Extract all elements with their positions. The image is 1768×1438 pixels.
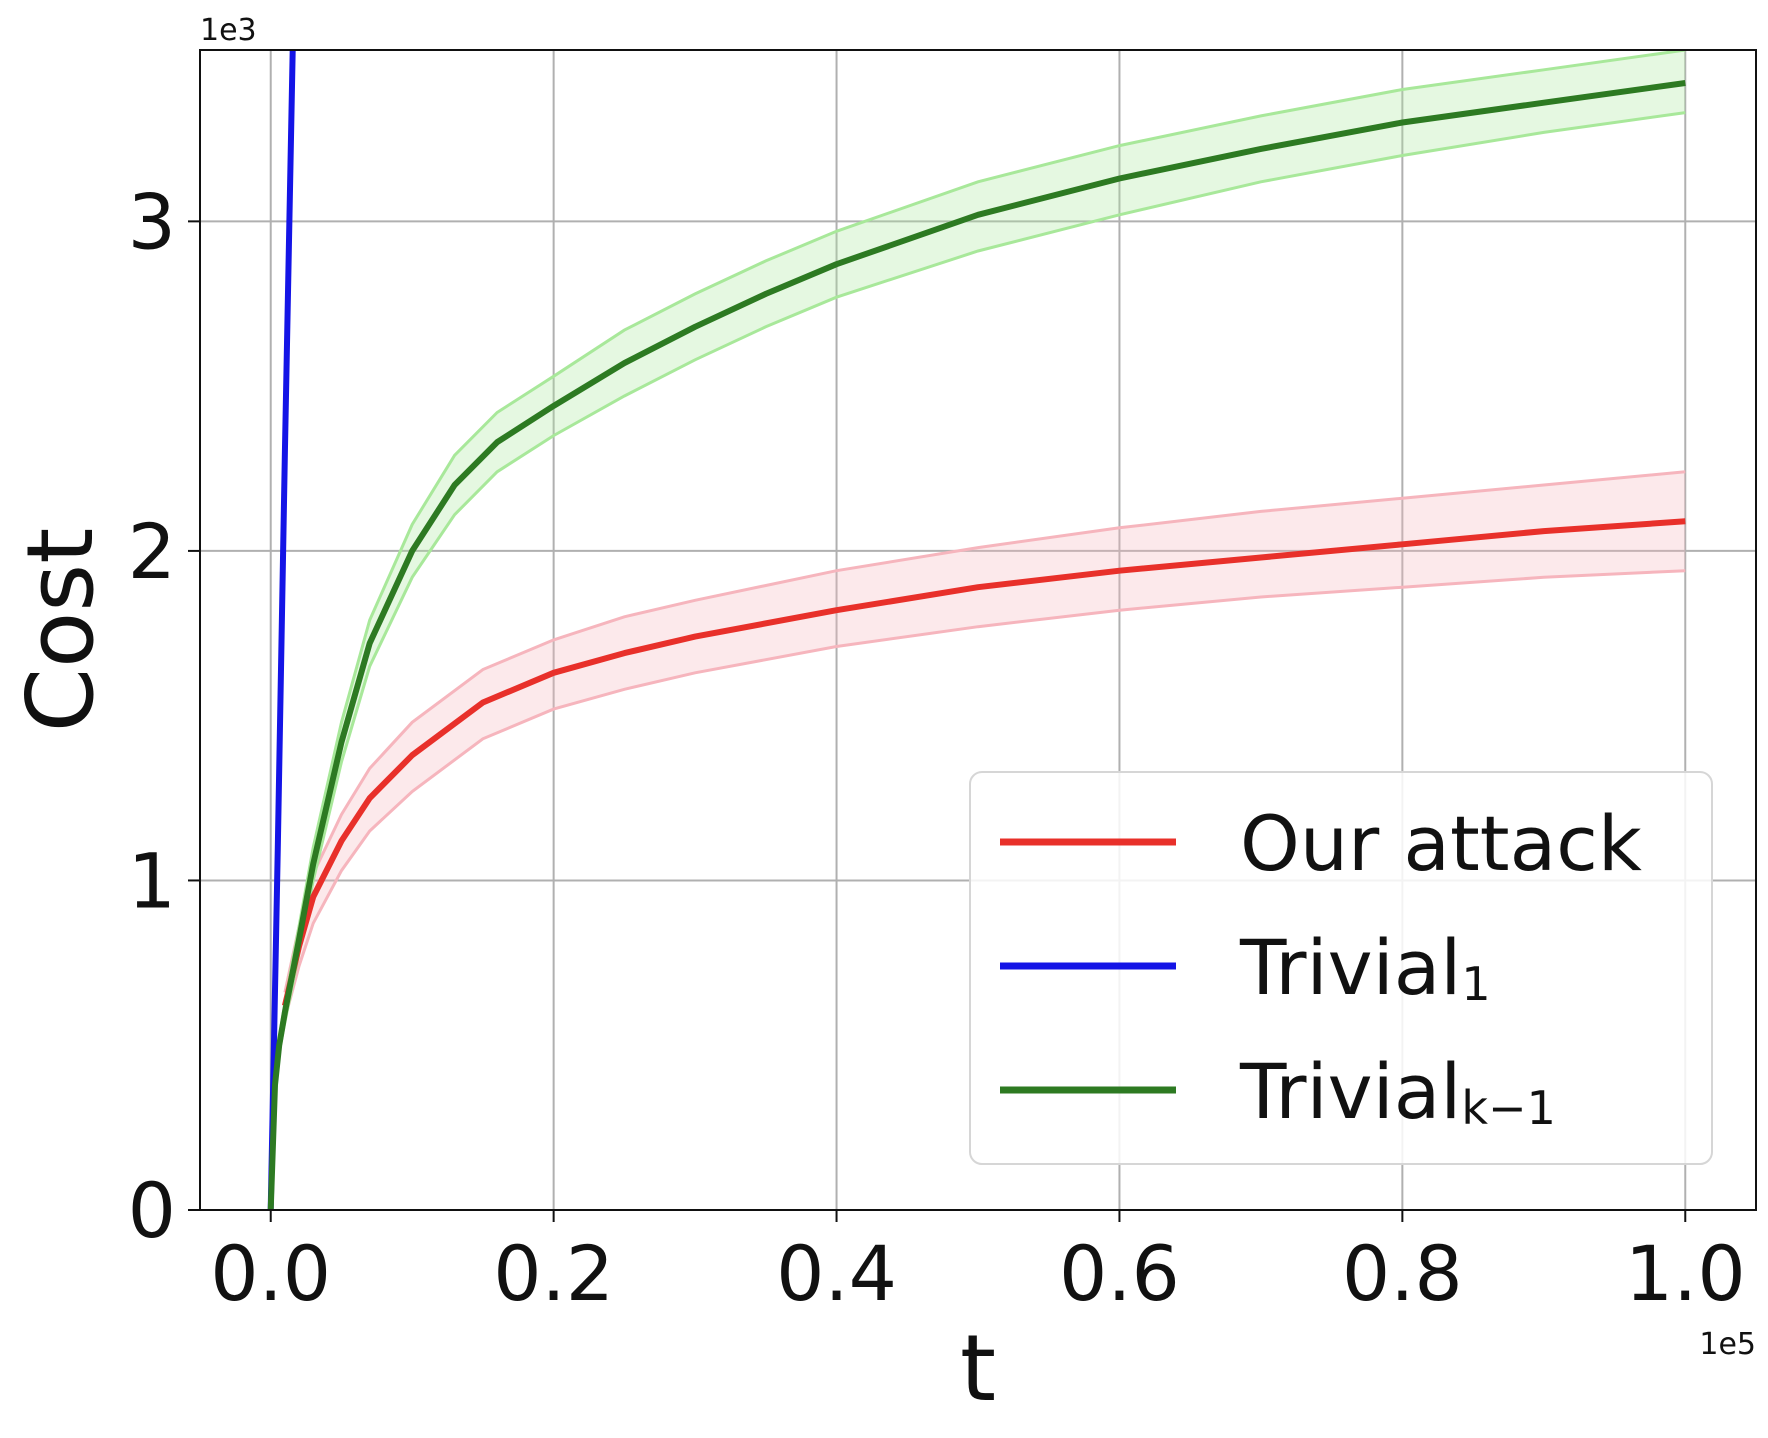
x-ticks: 0.0 0.2 0.4 0.6 0.8 1.0 (210, 1210, 1746, 1318)
legend-label: Trivial1 (1239, 923, 1491, 1012)
legend-label: Our attack (1240, 799, 1642, 888)
x-tick-label: 0.0 (210, 1229, 331, 1318)
series-line-our-attack (281, 518, 1686, 1007)
legend-entry-trivial1: Trivial1 (1000, 923, 1491, 1012)
y-tick-label: 3 (128, 177, 176, 266)
legend-label: Trivialk−1 (1239, 1047, 1556, 1136)
x-axis-label: t (960, 1315, 996, 1422)
y-tick-label: 0 (128, 1166, 176, 1255)
band-upper-our-attack (283, 470, 1686, 993)
legend: Our attack Trivial1 Trivialk−1 (969, 771, 1713, 1165)
x-offset-text: 1e5 (1699, 1327, 1756, 1362)
x-tick-label: 0.8 (1342, 1229, 1463, 1318)
band-trivialk-1 (270, 50, 1686, 1210)
legend-box (969, 771, 1713, 1165)
x-tick-label: 0.6 (1059, 1229, 1180, 1318)
x-tick-label: 1.0 (1625, 1229, 1746, 1318)
legend-entry-trivialk-1: Trivialk−1 (1000, 1047, 1556, 1136)
legend-entry-our-attack: Our attack (1000, 799, 1642, 888)
y-tick-label: 1 (128, 836, 176, 925)
x-tick-label: 0.2 (493, 1229, 614, 1318)
series-line-trivial1 (267, 50, 296, 1210)
y-axis-label: Cost (7, 528, 114, 733)
band-our-attack (284, 471, 1686, 1019)
x-tick-label: 0.4 (776, 1229, 897, 1318)
series-line-trivialk-1 (267, 80, 1686, 1210)
band-lower-our-attack (283, 569, 1686, 1020)
plot-frame (199, 49, 1757, 1211)
line-layer (267, 50, 1686, 1210)
y-tick-label: 2 (128, 507, 176, 596)
y-ticks: 0 1 2 3 (128, 177, 200, 1255)
y-offset-text: 1e3 (200, 13, 257, 48)
